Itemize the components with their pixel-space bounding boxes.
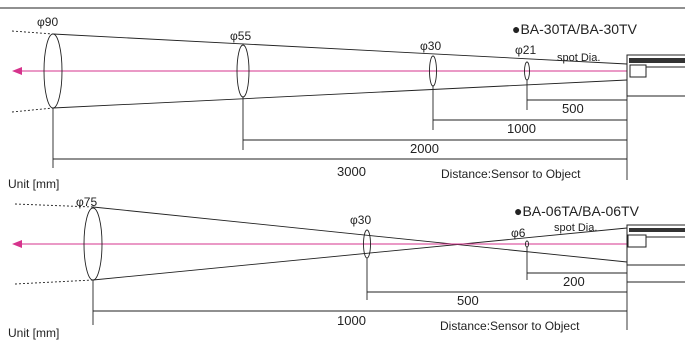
distance-caption: Distance:Sensor to Object (441, 167, 581, 181)
sensor-icon (626, 54, 685, 97)
distance-label: 1000 (337, 313, 366, 328)
spot-diameter-label: φ55 (230, 29, 251, 43)
spot-diameter-label: φ6 (511, 226, 526, 240)
spot-ellipse-30 (363, 229, 371, 259)
sensor-icon (626, 224, 685, 283)
spot-ellipse-90 (43, 33, 63, 109)
cone-lower-edge (52, 79, 628, 109)
cone-upper-edge (92, 206, 628, 263)
beam-arrow-icon (12, 240, 22, 248)
unit-label: Unit [mm] (8, 177, 59, 191)
spot-ellipse-21 (524, 61, 530, 81)
spot-diameter-label: φ90 (37, 15, 58, 29)
spot-ellipse-55 (236, 44, 250, 98)
model-title: ●BA-06TA/BA-06TV (514, 203, 640, 219)
spot-diameter-label: φ30 (350, 213, 371, 227)
spot-diameter-label: φ21 (515, 43, 536, 57)
diagram-ba-06: ●BA-06TA/BA-06TV spot Dia. φ75 φ30 φ6 20… (8, 195, 685, 340)
beam-arrow-icon (12, 67, 22, 75)
cone-upper-extension (14, 203, 94, 208)
spot-ellipse-75 (83, 207, 103, 281)
diagram-ba-30: ●BA-30TA/BA-30TV spot Dia. φ90 φ55 φ30 φ… (8, 15, 685, 191)
cone-lower-edge (92, 227, 628, 281)
unit-label: Unit [mm] (8, 326, 59, 340)
distance-label: 3000 (337, 164, 366, 179)
spot-diameter-label: φ75 (76, 195, 97, 209)
distance-caption: Distance:Sensor to Object (440, 319, 580, 333)
spot-ellipse-6 (525, 240, 529, 248)
spot-dia-label: spot Dia. (554, 222, 597, 234)
cone-upper-edge (52, 33, 628, 65)
cone-lower-extension (11, 107, 54, 113)
distance-label: 1000 (507, 121, 536, 136)
spot-diameter-label: φ30 (420, 39, 441, 53)
distance-label: 500 (457, 293, 479, 308)
cone-upper-extension (11, 30, 54, 35)
cone-lower-extension (14, 279, 94, 285)
distance-label: 200 (563, 274, 585, 289)
distance-label: 2000 (410, 141, 439, 156)
distance-label: 500 (562, 101, 584, 116)
model-title: ●BA-30TA/BA-30TV (512, 21, 638, 37)
spot-ellipse-30 (429, 55, 437, 87)
